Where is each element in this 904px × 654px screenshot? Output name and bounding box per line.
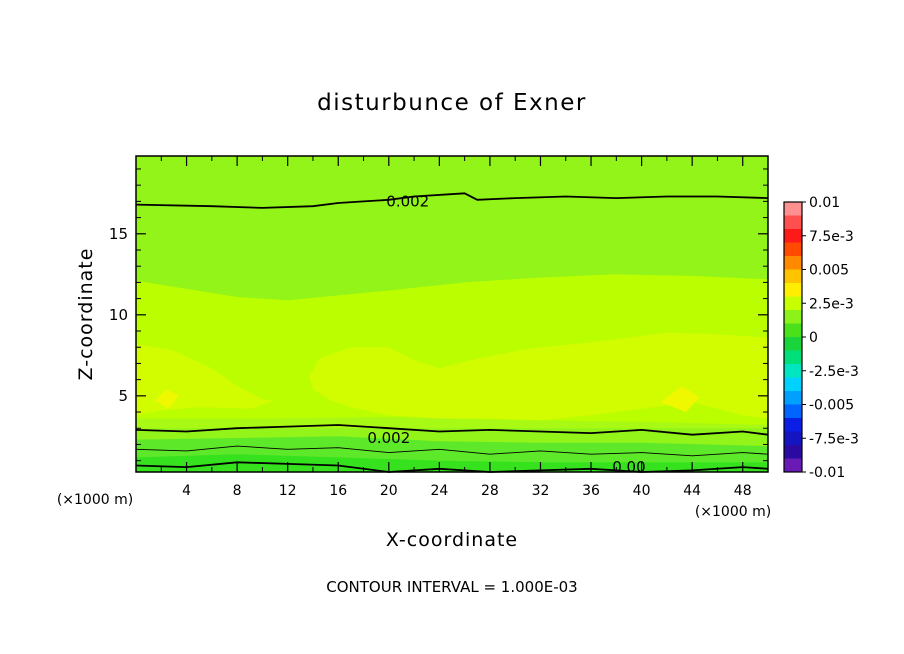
chart-title: disturbunce of Exner	[317, 90, 587, 116]
colorbar-swatch	[784, 242, 802, 257]
contour-label: 0.002	[367, 429, 410, 447]
colorbar-swatch	[784, 215, 802, 230]
x-axis-label: X-coordinate	[386, 529, 518, 551]
colorbar-swatch	[784, 418, 802, 432]
x-tick-label: 8	[233, 483, 242, 499]
colorbar-swatch	[784, 458, 802, 473]
colorbar-label: 0	[809, 330, 818, 346]
colorbar-swatch	[784, 404, 802, 419]
colorbar-label: 7.5e-3	[809, 229, 854, 245]
colorbar-label: 0.005	[809, 263, 849, 279]
colorbar-swatch	[784, 229, 802, 243]
colorbar-label: -0.01	[809, 465, 845, 481]
contour-interval-note: CONTOUR INTERVAL = 1.000E-03	[326, 578, 577, 596]
y-tick-label: 15	[109, 225, 128, 243]
colorbar-label: 0.01	[809, 195, 840, 211]
contour-region	[660, 386, 700, 412]
colorbar-swatch	[784, 256, 802, 270]
colorbar-swatch	[784, 323, 802, 338]
colorbar-swatch	[784, 431, 802, 446]
colorbar-swatch	[784, 269, 802, 284]
x-unit-left: (×1000 m)	[57, 492, 133, 508]
colorbar-label: -2.5e-3	[809, 364, 859, 380]
colorbar: 0.01 7.5e-3 0.005 2.5e-3 0 -2.5e-3 -0.005 -7.5e…	[783, 195, 859, 481]
contour-line	[135, 192, 769, 209]
x-tick-label: 48	[734, 483, 752, 499]
plot-frame	[135, 155, 769, 473]
x-tick-label: 12	[279, 483, 297, 499]
contour-region	[136, 454, 768, 472]
x-tick-label: 44	[683, 483, 701, 499]
x-tick-label: 32	[532, 483, 550, 499]
colorbar-label: -7.5e-3	[809, 431, 859, 447]
y-axis-label: Z-coordinate	[75, 248, 97, 381]
colorbar-swatch	[784, 202, 802, 216]
colorbar-swatch	[784, 296, 802, 311]
x-tick-label: 16	[329, 483, 347, 499]
contour-region	[309, 332, 768, 421]
x-tick-label: 24	[430, 483, 448, 499]
x-tick-label: 4	[182, 483, 191, 499]
contour-line	[135, 445, 769, 457]
plot-area: 0.002 0.002 0.00	[135, 155, 769, 476]
colorbar-swatch	[784, 283, 802, 297]
x-tick-label: 36	[582, 483, 600, 499]
filled-contours	[136, 274, 768, 472]
colorbar-swatch	[784, 391, 802, 405]
y-axis: 5 10 15	[109, 168, 768, 462]
colorbar-swatch	[784, 310, 802, 324]
x-axis: 4 8 12 16 20 24 28 32 36 40 44 48	[160, 156, 752, 499]
y-tick-label: 5	[118, 387, 128, 405]
colorbar-swatch	[784, 350, 802, 365]
colorbar-swatch	[784, 337, 802, 351]
colorbar-label: -0.005	[809, 398, 854, 414]
x-unit-right: (×1000 m)	[695, 504, 771, 520]
x-tick-label: 40	[633, 483, 651, 499]
y-tick-label: 10	[109, 306, 128, 324]
colorbar-label: 2.5e-3	[809, 296, 854, 312]
x-tick-label: 20	[380, 483, 398, 499]
contour-line	[135, 424, 769, 436]
contour-label: 0.00	[612, 458, 645, 476]
colorbar-swatch	[784, 445, 802, 459]
colorbar-swatch	[784, 364, 802, 378]
contour-region	[155, 389, 179, 409]
contour-label: 0.002	[386, 192, 429, 210]
x-tick-label: 28	[481, 483, 499, 499]
colorbar-swatch	[784, 377, 802, 392]
